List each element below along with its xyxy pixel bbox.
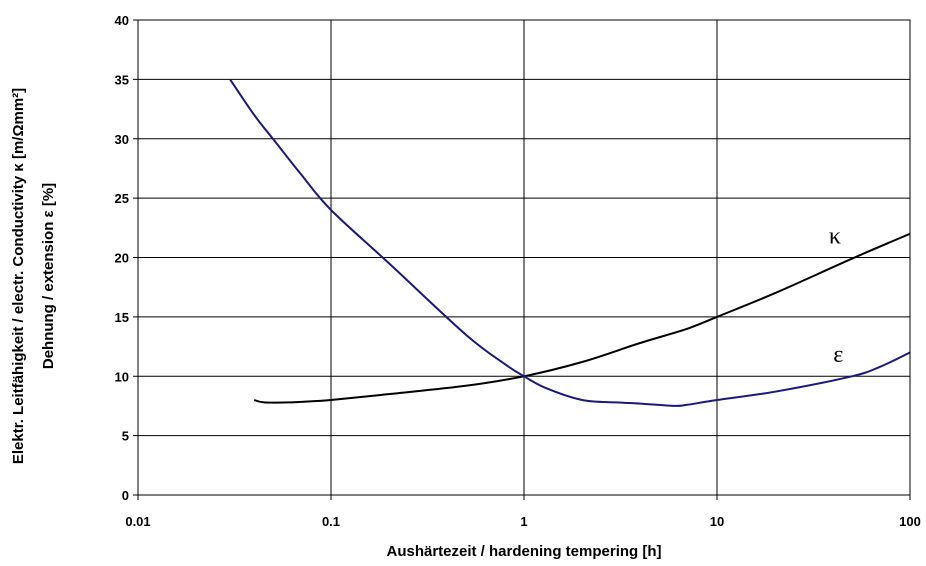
x-tick-label: 1 (520, 514, 527, 529)
y-tick-label: 35 (115, 72, 129, 87)
y-tick-label: 0 (122, 488, 129, 503)
x-tick-label: 10 (710, 514, 724, 529)
y-axis-title: Elektr. Leitfähigkeit / electr. Conducti… (10, 88, 27, 464)
y-tick-label: 15 (115, 310, 129, 325)
x-tick-label: 0.01 (125, 514, 150, 529)
y-tick-labels: 0 5 10 15 20 25 30 35 40 (115, 13, 129, 503)
x-tick-labels: 0.01 0.1 1 10 100 (125, 514, 921, 529)
x-tick-label: 0.1 (322, 514, 340, 529)
y-tick-label: 40 (115, 13, 129, 28)
x-axis-title: Aushärtezeit / hardening tempering [h] (386, 543, 661, 560)
x-tick-label: 100 (899, 514, 921, 529)
y-tick-label: 20 (115, 251, 129, 266)
series-lines (229, 78, 911, 407)
kappa-series-label: κ (829, 223, 841, 249)
plot-border (137, 19, 911, 496)
y-tick-label: 25 (115, 191, 129, 206)
y-axis-title-2: Dehnung / extension ε [%] (40, 183, 57, 369)
y-tick-label: 5 (122, 429, 129, 444)
epsilon-series-line (229, 78, 911, 407)
y-tick-label: 10 (115, 369, 129, 384)
epsilon-series-label: ε (833, 342, 843, 368)
y-tick-label: 30 (115, 132, 129, 147)
